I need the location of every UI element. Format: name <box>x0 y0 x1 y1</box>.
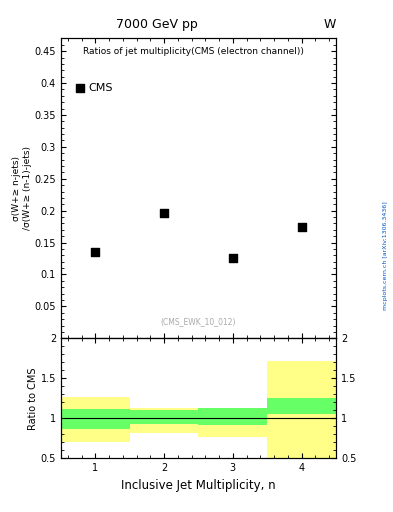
Text: (CMS_EWK_10_012): (CMS_EWK_10_012) <box>161 317 236 326</box>
Y-axis label: σ(W+≥ n-jets)
/σ(W+≥ (n-1)-jets): σ(W+≥ n-jets) /σ(W+≥ (n-1)-jets) <box>12 146 32 230</box>
CMS <box>230 254 236 262</box>
Text: 7000 GeV pp: 7000 GeV pp <box>116 18 198 31</box>
X-axis label: Inclusive Jet Multiplicity, n: Inclusive Jet Multiplicity, n <box>121 479 276 492</box>
CMS <box>299 223 305 231</box>
Y-axis label: Ratio to CMS: Ratio to CMS <box>28 367 38 430</box>
CMS <box>161 208 167 217</box>
CMS <box>92 248 98 256</box>
Text: W: W <box>324 18 336 31</box>
Text: Ratios of jet multiplicity(CMS (electron channel)): Ratios of jet multiplicity(CMS (electron… <box>83 48 304 56</box>
Legend: CMS: CMS <box>72 80 116 97</box>
Text: mcplots.cern.ch [arXiv:1306.3436]: mcplots.cern.ch [arXiv:1306.3436] <box>383 202 388 310</box>
